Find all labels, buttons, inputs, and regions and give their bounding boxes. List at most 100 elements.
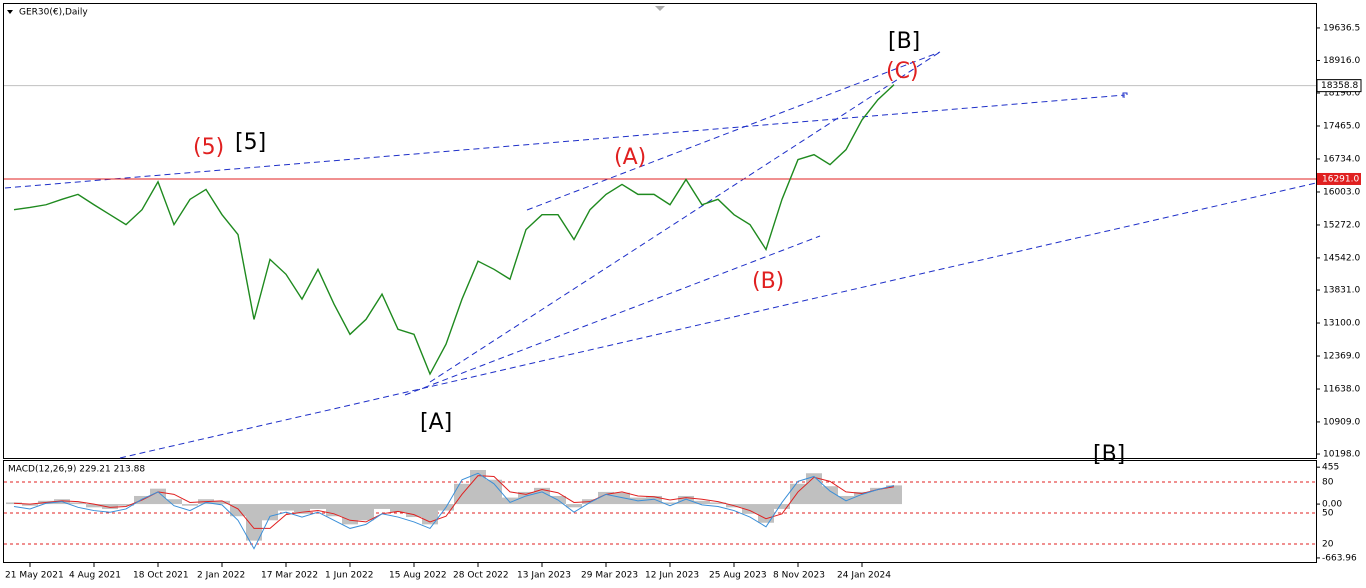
macd-bar (758, 504, 774, 523)
x-tick-label: 1 Jun 2022 (325, 571, 373, 581)
macd-bar (374, 504, 390, 509)
macd-bar (118, 504, 134, 506)
x-tick-label: 13 Jan 2023 (517, 571, 571, 581)
wave-label: (B) (752, 269, 784, 294)
x-tick-label: 18 Oct 2021 (133, 571, 189, 581)
y-tick-label: 0.00 (1322, 500, 1342, 510)
trend-line (404, 235, 821, 396)
macd-bar (566, 504, 582, 508)
macd-bar (678, 495, 694, 505)
macd-bar (870, 487, 886, 505)
macd-bar (694, 500, 710, 505)
y-tick-label: 19636.5 (1323, 23, 1360, 33)
x-tick-label: 21 May 2021 (5, 571, 64, 581)
y-tick-label: 16734.0 (1323, 154, 1360, 164)
wave-label: [5] (235, 130, 266, 155)
line-handle (1122, 92, 1128, 98)
macd-bar (390, 504, 406, 513)
y-tick-label: 13100.0 (1323, 319, 1360, 329)
macd-bar (854, 491, 870, 505)
macd-bar (246, 504, 262, 541)
level-label: 16291.0 (1322, 174, 1359, 184)
trend-line (4, 94, 1126, 189)
x-tick-label: 28 Oct 2022 (453, 571, 509, 581)
macd-bar (358, 504, 374, 521)
macd-bar (102, 504, 118, 509)
y-tick-label: -663.96 (1322, 553, 1357, 563)
trend-line (526, 51, 941, 211)
trend-lines (4, 51, 1317, 459)
menu-arrow (7, 10, 13, 14)
x-tick-label: 29 Mar 2023 (581, 571, 638, 581)
level-label: 50 (1322, 509, 1334, 519)
y-tick-label: 11638.0 (1323, 385, 1360, 395)
main-panel (3, 3, 1317, 459)
macd-bar (774, 504, 790, 509)
macd-bar (310, 504, 326, 509)
y-tick-label: 16003.0 (1323, 187, 1360, 197)
macd-bar (86, 504, 102, 508)
y-tick-label: 18916.0 (1323, 56, 1360, 66)
chart-title: GER30(€),Daily (19, 8, 88, 18)
level-label: 80 (1322, 478, 1334, 488)
wave-label: [B] (1093, 442, 1125, 467)
macd-bar (182, 504, 198, 506)
x-tick-label: 15 Aug 2022 (389, 571, 447, 581)
current-price-label: 18358.8 (1321, 81, 1358, 91)
price-line (13, 472, 895, 550)
macd-bar (822, 486, 838, 505)
wave-label: (A) (614, 145, 646, 170)
macd-bar (326, 504, 342, 517)
wave-label: [B] (888, 29, 920, 54)
macd-bar (166, 499, 182, 505)
macd-bar (502, 497, 518, 505)
y-tick-label: 15272.0 (1323, 220, 1360, 230)
macd-bar (70, 502, 86, 505)
y-tick-label: 12369.0 (1323, 352, 1360, 362)
y-tick-label: 10909.0 (1323, 417, 1360, 427)
price-tag (1316, 79, 1362, 93)
trend-line (119, 182, 1317, 459)
x-tick-label: 25 Aug 2023 (709, 571, 767, 581)
macd-bar (614, 492, 630, 505)
x-tick-label: 2 Jan 2022 (197, 571, 245, 581)
price-line (13, 84, 895, 376)
macd-bar (214, 500, 230, 505)
y-tick-label: 17465.0 (1323, 121, 1360, 131)
wave-label: (5) (193, 135, 224, 160)
macd-bar (534, 487, 550, 505)
y-tick-label: 455 (1322, 463, 1339, 473)
price-line (13, 475, 895, 529)
x-tick-label: 17 Mar 2022 (261, 571, 318, 581)
macd-title: MACD(12,26,9) 229.21 213.88 (8, 465, 145, 475)
level-label: 20 (1322, 540, 1334, 550)
macd-bar (278, 504, 294, 511)
macd-bar (838, 495, 854, 505)
y-tick-label: 18196.0 (1323, 88, 1360, 98)
x-tick-label: 4 Aug 2021 (69, 571, 121, 581)
y-tick-label: 10198.0 (1323, 450, 1360, 460)
macd-bar (710, 502, 726, 505)
macd-bar (262, 504, 278, 521)
x-tick-label: 12 Jun 2023 (645, 571, 699, 581)
macd-levels (4, 481, 1316, 545)
macd-bar (470, 470, 486, 505)
y-tick-label: 14542.0 (1323, 253, 1360, 263)
macd-bar (22, 504, 38, 506)
wave-label: (C) (886, 59, 919, 84)
macd-bar (486, 479, 502, 505)
trend-line (429, 51, 941, 383)
macd-bar (294, 504, 310, 514)
macd-bar (646, 495, 662, 505)
shift-marker (655, 6, 665, 11)
macd-bar (422, 504, 438, 525)
level-tag (1317, 172, 1361, 185)
macd-bar (886, 485, 902, 505)
macd-bar (342, 504, 358, 525)
x-tick-label: 8 Nov 2023 (773, 571, 825, 581)
macd-panel (3, 460, 1317, 563)
wave-label: [A] (420, 410, 452, 435)
y-tick-label: 13831.0 (1323, 286, 1360, 296)
